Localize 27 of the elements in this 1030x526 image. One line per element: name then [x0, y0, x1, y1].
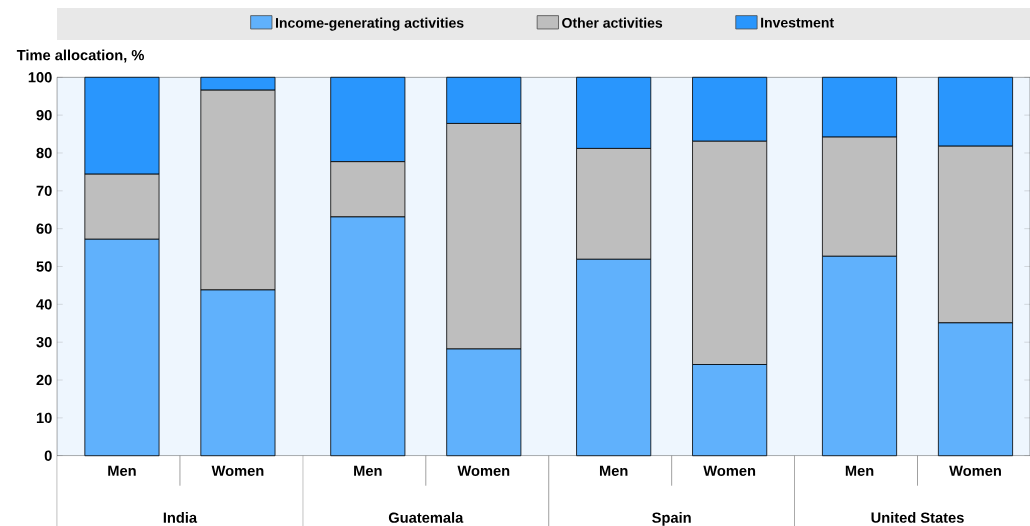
y-tick-label: 10 [36, 412, 52, 424]
x-tick-label: Men [108, 465, 136, 476]
x-tick-label: Men [599, 465, 628, 476]
x-tick-label: Women [949, 465, 1001, 476]
legend-label: Other activities [562, 17, 663, 28]
y-tick-label: 50 [36, 261, 52, 272]
legend-label: Investment [761, 17, 834, 28]
x-tick-label: Men [845, 465, 874, 476]
y-tick-label: 70 [36, 185, 52, 197]
legend-label: Income-generating activities [275, 17, 464, 31]
y-tick-label: 0 [44, 450, 52, 461]
y-tick-label: 20 [36, 374, 52, 386]
y-axis-title: Time allocation, % [16, 49, 145, 63]
text: United States [871, 512, 964, 523]
y-tick-label: 60 [36, 223, 52, 234]
y-tick-label: 100 [28, 72, 52, 83]
y-tick-label: 90 [36, 109, 52, 121]
x-tick-label: Women [211, 465, 264, 476]
x-tick-label: Men [354, 465, 382, 476]
y-tick-label: 30 [36, 336, 52, 348]
text: India [163, 512, 198, 523]
x-tick-label: Women [703, 465, 756, 476]
text: Spain [652, 512, 691, 526]
y-tick-label: 40 [36, 299, 52, 310]
x-tick-label: Women [457, 465, 510, 476]
y-tick-label: 80 [36, 147, 52, 159]
text: Guatemala [388, 512, 464, 523]
